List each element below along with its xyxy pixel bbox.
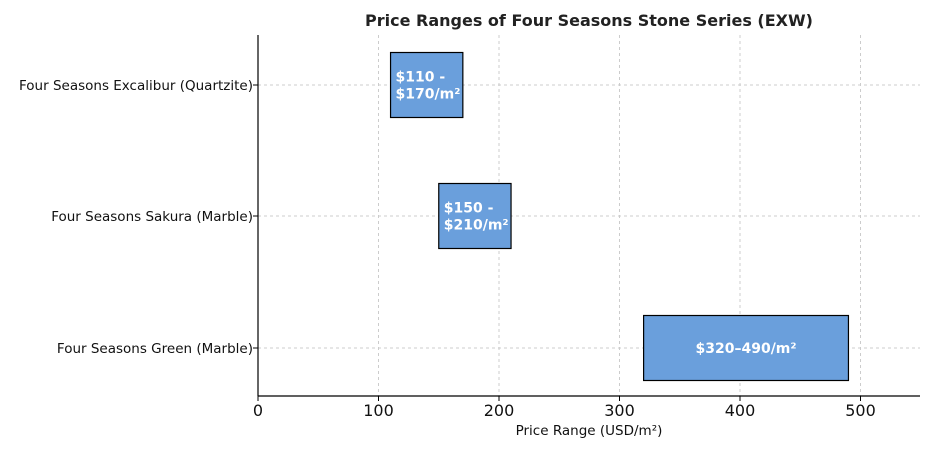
range-bar	[642, 314, 850, 382]
bar-value-label: $110 -	[396, 70, 446, 86]
axis-ticks: 0 100 200 300 400 500 Four Seasons Excalibur (…	[19, 78, 876, 420]
category-label: Four Seasons Sakura (Marble)	[51, 209, 253, 225]
x-tick-label: 300	[604, 401, 635, 420]
category-label: Four Seasons Excalibur (Quartzite)	[19, 78, 253, 94]
x-tick-label: 0	[253, 401, 263, 420]
bar-value-label: $210/m²	[444, 218, 509, 234]
x-tick-label: 400	[725, 401, 756, 420]
chart-title: Price Ranges of Four Seasons Stone Serie…	[365, 11, 813, 30]
bar-value-label: $150 -	[444, 201, 494, 217]
x-tick-label: 200	[484, 401, 515, 420]
range-bar	[438, 182, 512, 250]
category-label: Four Seasons Green (Marble)	[57, 341, 253, 357]
bar-value-label: $170/m²	[396, 87, 461, 103]
x-tick-label: 100	[363, 401, 394, 420]
bars: $110 -$170/m² $150 -$210/m² $320–490/m²	[389, 51, 850, 382]
x-tick-label: 500	[845, 401, 876, 420]
bar-value-label: $320–490/m²	[696, 341, 797, 357]
range-bar	[389, 51, 464, 119]
x-axis-label: Price Range (USD/m²)	[516, 423, 663, 439]
grid-lines	[258, 35, 920, 396]
